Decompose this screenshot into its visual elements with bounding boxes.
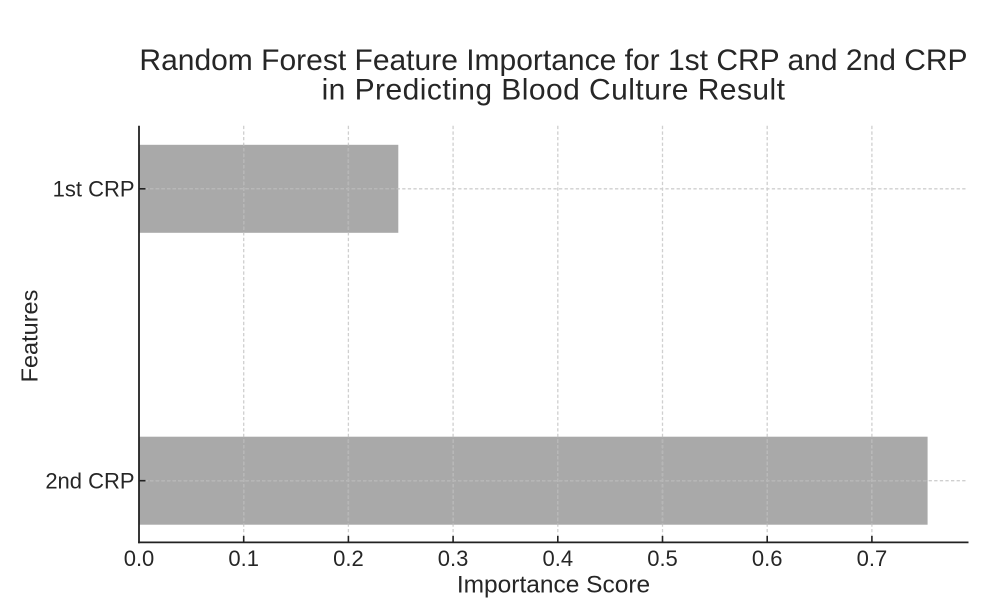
svg-text:0.1: 0.1 (228, 546, 259, 571)
svg-text:1st CRP: 1st CRP (53, 177, 135, 202)
svg-text:Random Forest Feature Importan: Random Forest Feature Importance for 1st… (139, 44, 967, 77)
svg-text:Features: Features (17, 290, 43, 383)
svg-text:0.4: 0.4 (543, 546, 574, 571)
svg-text:0.3: 0.3 (438, 546, 469, 571)
svg-text:2nd CRP: 2nd CRP (45, 469, 134, 494)
svg-text:0.5: 0.5 (647, 546, 678, 571)
svg-text:0.2: 0.2 (333, 546, 364, 571)
svg-text:in Predicting Blood Culture Re: in Predicting Blood Culture Result (322, 74, 786, 107)
svg-text:0.0: 0.0 (124, 546, 155, 571)
svg-text:Importance Score: Importance Score (457, 572, 650, 599)
svg-text:0.7: 0.7 (857, 546, 888, 571)
svg-text:0.6: 0.6 (752, 546, 783, 571)
